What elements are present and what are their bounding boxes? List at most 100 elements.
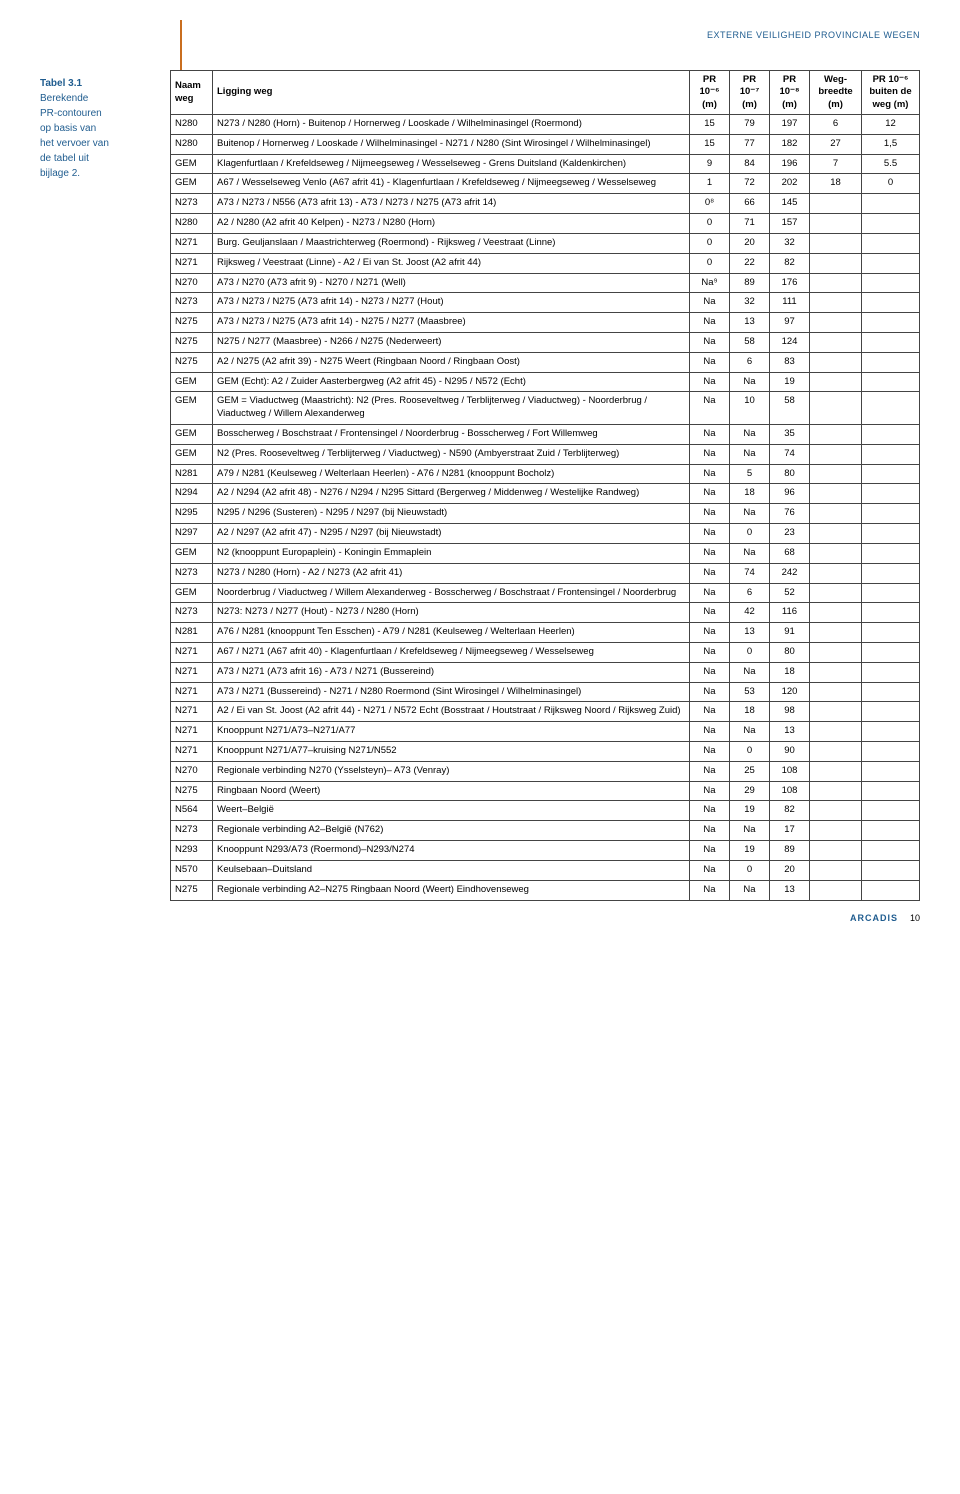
table-cell: A67 / N271 (A67 afrit 40) - Klagenfurtla… bbox=[213, 642, 690, 662]
table-cell bbox=[862, 233, 920, 253]
table-cell: N273 bbox=[171, 293, 213, 313]
table-cell: 0 bbox=[730, 860, 770, 880]
table-cell: 20 bbox=[730, 233, 770, 253]
table-cell: N273: N273 / N277 (Hout) - N273 / N280 (… bbox=[213, 603, 690, 623]
table-cell: Knooppunt N271/A77–kruising N271/N552 bbox=[213, 742, 690, 762]
table-cell: Na bbox=[730, 444, 770, 464]
table-cell bbox=[810, 484, 862, 504]
table-cell: GEM bbox=[171, 392, 213, 425]
table-cell bbox=[862, 781, 920, 801]
table-cell: N281 bbox=[171, 623, 213, 643]
table-row: N271A73 / N271 (Bussereind) - N271 / N28… bbox=[171, 682, 920, 702]
table-cell: Na bbox=[690, 372, 730, 392]
table-row: GEMN2 (Pres. Rooseveltweg / Terblijterwe… bbox=[171, 444, 920, 464]
table-cell: 242 bbox=[770, 563, 810, 583]
table-cell: 6 bbox=[810, 115, 862, 135]
table-cell: 1 bbox=[690, 174, 730, 194]
table-cell: GEM bbox=[171, 425, 213, 445]
table-cell: N273 bbox=[171, 603, 213, 623]
table-cell: 25 bbox=[730, 761, 770, 781]
table-cell bbox=[810, 194, 862, 214]
table-cell: 76 bbox=[770, 504, 810, 524]
table-cell: Na bbox=[690, 821, 730, 841]
caption-line: op basis van bbox=[40, 121, 160, 136]
caption-line: PR-contouren bbox=[40, 106, 160, 121]
caption-line: Berekende bbox=[40, 91, 160, 106]
table-cell: 108 bbox=[770, 781, 810, 801]
table-cell: Na bbox=[690, 425, 730, 445]
table-cell: 91 bbox=[770, 623, 810, 643]
col-pr8: PR 10⁻⁸ (m) bbox=[770, 71, 810, 115]
table-cell: N295 bbox=[171, 504, 213, 524]
table-cell bbox=[862, 860, 920, 880]
table-cell: 82 bbox=[770, 801, 810, 821]
caption-line: bijlage 2. bbox=[40, 166, 160, 181]
table-cell: Na bbox=[690, 504, 730, 524]
table-cell: 5.5 bbox=[862, 154, 920, 174]
table-cell bbox=[862, 524, 920, 544]
table-cell bbox=[810, 880, 862, 900]
table-cell bbox=[810, 662, 862, 682]
table-cell: Buitenop / Hornerweg / Looskade / Wilhel… bbox=[213, 134, 690, 154]
table-cell: Na bbox=[730, 504, 770, 524]
table-cell bbox=[810, 233, 862, 253]
table-row: N273A73 / N273 / N275 (A73 afrit 14) - N… bbox=[171, 293, 920, 313]
table-cell: N294 bbox=[171, 484, 213, 504]
footer-page-number: 10 bbox=[910, 913, 920, 923]
table-cell: N273 bbox=[171, 563, 213, 583]
table-cell: 19 bbox=[730, 841, 770, 861]
table-cell: Klagenfurtlaan / Krefeldseweg / Nijmeegs… bbox=[213, 154, 690, 174]
table-cell: Keulsebaan–Duitsland bbox=[213, 860, 690, 880]
table-row: N270Regionale verbinding N270 (Ysselstey… bbox=[171, 761, 920, 781]
table-cell: N280 bbox=[171, 115, 213, 135]
caption-line: de tabel uit bbox=[40, 151, 160, 166]
table-cell: Na bbox=[730, 722, 770, 742]
table-cell: Na bbox=[730, 821, 770, 841]
table-cell bbox=[862, 464, 920, 484]
table-cell: Na bbox=[690, 642, 730, 662]
table-row: N281A79 / N281 (Keulseweg / Welterlaan H… bbox=[171, 464, 920, 484]
table-cell bbox=[862, 332, 920, 352]
table-cell: 12 bbox=[862, 115, 920, 135]
table-cell: Na bbox=[690, 332, 730, 352]
table-cell: 77 bbox=[730, 134, 770, 154]
table-cell: N273 bbox=[171, 194, 213, 214]
table-cell bbox=[810, 524, 862, 544]
table-cell: Na bbox=[690, 702, 730, 722]
data-table: Naam weg Ligging weg PR 10⁻⁶ (m) PR 10⁻⁷… bbox=[170, 70, 920, 901]
table-row: GEMBosscherweg / Boschstraat / Frontensi… bbox=[171, 425, 920, 445]
table-row: GEMKlagenfurtlaan / Krefeldseweg / Nijme… bbox=[171, 154, 920, 174]
table-cell bbox=[810, 801, 862, 821]
table-cell: A2 / N280 (A2 afrit 40 Kelpen) - N273 / … bbox=[213, 214, 690, 234]
table-cell: 120 bbox=[770, 682, 810, 702]
table-row: N293Knooppunt N293/A73 (Roermond)–N293/N… bbox=[171, 841, 920, 861]
table-cell: N271 bbox=[171, 682, 213, 702]
table-cell: GEM = Viaductweg (Maastricht): N2 (Pres.… bbox=[213, 392, 690, 425]
table-cell: 79 bbox=[730, 115, 770, 135]
table-cell: 0 bbox=[690, 253, 730, 273]
table-cell: Na bbox=[690, 841, 730, 861]
table-cell: Na bbox=[690, 682, 730, 702]
col-pr6: PR 10⁻⁶ (m) bbox=[690, 71, 730, 115]
table-cell: N271 bbox=[171, 253, 213, 273]
table-cell: 72 bbox=[730, 174, 770, 194]
table-cell: N273 / N280 (Horn) - Buitenop / Hornerwe… bbox=[213, 115, 690, 135]
table-row: GEMNoorderbrug / Viaductweg / Willem Ale… bbox=[171, 583, 920, 603]
table-row: N281A76 / N281 (knooppunt Ten Esschen) -… bbox=[171, 623, 920, 643]
table-cell: N275 bbox=[171, 781, 213, 801]
table-cell: 90 bbox=[770, 742, 810, 762]
table-cell bbox=[810, 425, 862, 445]
table-cell bbox=[862, 801, 920, 821]
table-cell bbox=[810, 332, 862, 352]
table-cell: 1,5 bbox=[862, 134, 920, 154]
table-cell: N275 bbox=[171, 332, 213, 352]
table-cell bbox=[810, 464, 862, 484]
table-cell bbox=[810, 821, 862, 841]
table-cell: 32 bbox=[730, 293, 770, 313]
table-cell: Noorderbrug / Viaductweg / Willem Alexan… bbox=[213, 583, 690, 603]
table-cell: Na bbox=[690, 392, 730, 425]
table-cell: 98 bbox=[770, 702, 810, 722]
table-cell bbox=[810, 273, 862, 293]
table-cell: 13 bbox=[770, 880, 810, 900]
table-row: N295N295 / N296 (Susteren) - N295 / N297… bbox=[171, 504, 920, 524]
